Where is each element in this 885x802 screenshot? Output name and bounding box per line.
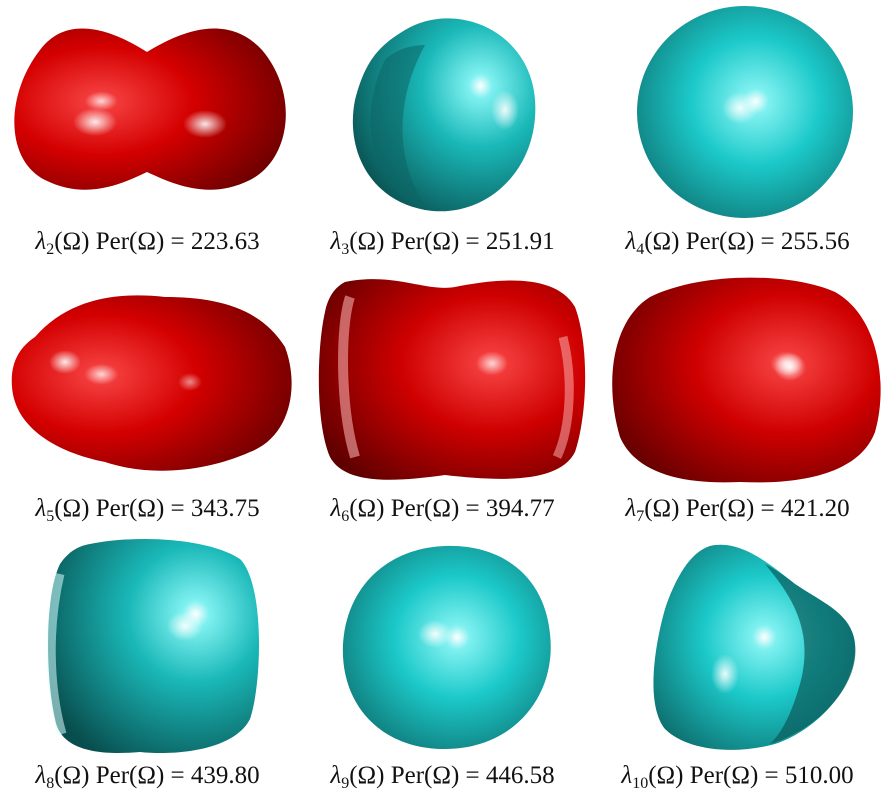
shape-cyan-sphere <box>637 6 853 218</box>
caption-10: λ10(Ω) Per(Ω) = 510.00 <box>621 762 854 792</box>
panel-3: λ3(Ω) Per(Ω) = 251.91 <box>295 0 590 267</box>
panel-8: λ8(Ω) Per(Ω) = 439.80 <box>0 534 295 801</box>
shape-cyan-tilted <box>352 18 536 212</box>
shape-cyan-cube <box>46 539 260 754</box>
caption-3: λ3(Ω) Per(Ω) = 251.91 <box>330 228 555 258</box>
panel-7: λ7(Ω) Per(Ω) = 421.20 <box>590 267 885 534</box>
caption-8: λ8(Ω) Per(Ω) = 439.80 <box>35 762 260 792</box>
panel-5: λ5(Ω) Per(Ω) = 343.75 <box>0 267 295 534</box>
shape-red-peanut <box>14 28 286 190</box>
shape-cyan-round <box>342 545 551 749</box>
caption-9: λ9(Ω) Per(Ω) = 446.58 <box>330 762 555 792</box>
panel-6: λ6(Ω) Per(Ω) = 394.77 <box>295 267 590 534</box>
shape-red-rounded <box>612 277 881 483</box>
panel-10: λ10(Ω) Per(Ω) = 510.00 <box>590 534 885 801</box>
caption-6: λ6(Ω) Per(Ω) = 394.77 <box>330 495 555 525</box>
panel-9: λ9(Ω) Per(Ω) = 446.58 <box>295 534 590 801</box>
caption-5: λ5(Ω) Per(Ω) = 343.75 <box>35 495 260 525</box>
shape-red-cushion <box>318 279 586 480</box>
shape-cyan-wedge <box>653 544 856 750</box>
caption-4: λ4(Ω) Per(Ω) = 255.56 <box>625 228 850 258</box>
shape-red-blob <box>11 295 292 471</box>
panel-4: λ4(Ω) Per(Ω) = 255.56 <box>590 0 885 267</box>
caption-7: λ7(Ω) Per(Ω) = 421.20 <box>625 495 850 525</box>
caption-2: λ2(Ω) Per(Ω) = 223.63 <box>35 228 260 258</box>
panel-2: λ2(Ω) Per(Ω) = 223.63 <box>0 0 295 267</box>
